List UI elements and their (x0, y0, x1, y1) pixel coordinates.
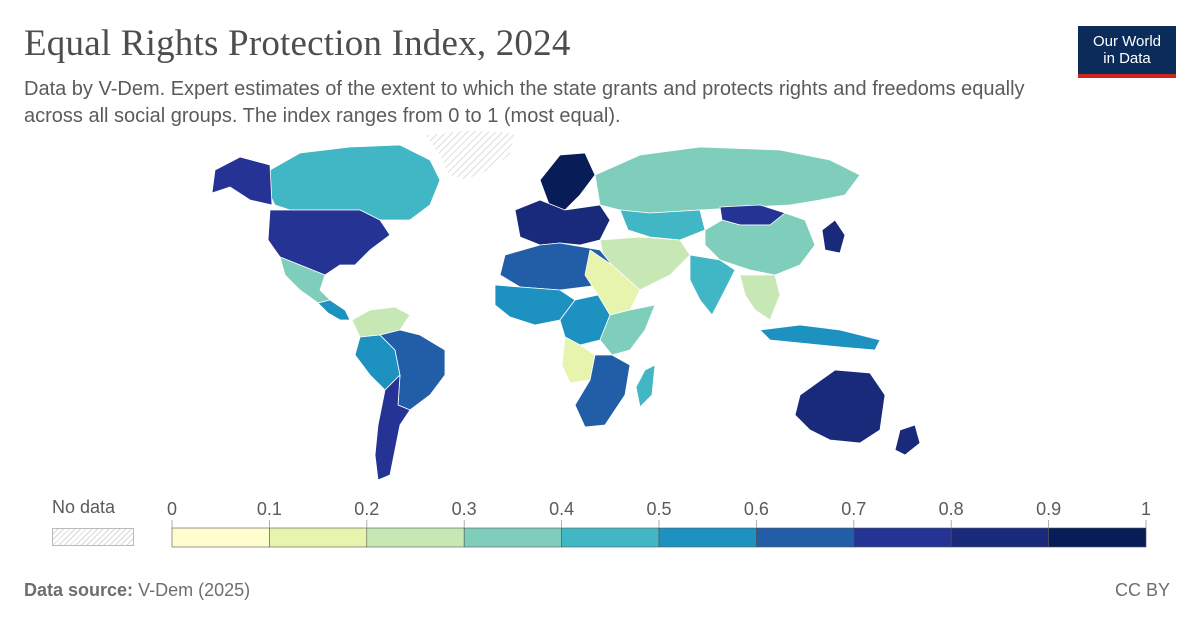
region-east-africa[interactable] (599, 304, 656, 356)
legend-bin (1048, 527, 1147, 548)
legend-bin (269, 527, 368, 548)
legend-bin (756, 527, 855, 548)
legend-bin (950, 527, 1049, 548)
region-madagascar[interactable] (635, 364, 656, 408)
legend-bin (171, 527, 270, 548)
region-new-zealand[interactable] (894, 424, 921, 456)
data-source-label: Data source: (24, 580, 134, 600)
legend-tick-label: 0.1 (257, 499, 282, 519)
page-title: Equal Rights Protection Index, 2024 (24, 23, 571, 64)
data-source: Data source: V-Dem (2025) (24, 580, 250, 601)
legend-tick-label: 0.8 (939, 499, 964, 519)
legend-bin (853, 527, 952, 548)
legend-tick-label: 0.2 (354, 499, 379, 519)
logo-line-1: Our World (1092, 33, 1162, 50)
world-map[interactable] (0, 125, 1200, 485)
owid-logo[interactable]: Our World in Data (1078, 26, 1176, 78)
region-japan[interactable] (821, 219, 846, 254)
legend-tick-label: 0.9 (1036, 499, 1061, 519)
legend-tick-label: 0.4 (549, 499, 574, 519)
region-indonesia[interactable] (759, 324, 881, 351)
region-southern-africa[interactable] (574, 354, 631, 428)
region-central-america[interactable] (317, 299, 351, 321)
legend-bin (561, 527, 660, 548)
logo-line-2: in Data (1103, 50, 1151, 67)
legend-tick-label: 0.3 (452, 499, 477, 519)
page-subtitle: Data by V-Dem. Expert estimates of the e… (24, 78, 1025, 127)
legend-tick-label: 0.6 (744, 499, 769, 519)
region-kazakhstan[interactable] (619, 209, 706, 241)
region-argentina-chile[interactable] (374, 374, 411, 481)
region-southeast-asia[interactable] (739, 274, 781, 321)
legend-tick-label: 0.7 (841, 499, 866, 519)
data-source-value[interactable]: V-Dem (2025) (138, 580, 251, 600)
legend-bin (658, 527, 757, 548)
legend-bin (366, 527, 465, 548)
region-india[interactable] (689, 254, 736, 316)
region-canada[interactable] (264, 144, 441, 221)
legend-bin (463, 527, 562, 548)
region-brazil[interactable] (379, 329, 446, 411)
region-russia[interactable] (594, 146, 861, 214)
region-scandinavia[interactable] (539, 152, 596, 211)
region-greenland[interactable] (424, 129, 516, 181)
no-data-label: No data (52, 497, 116, 517)
no-data-swatch (52, 528, 134, 546)
region-angola-congo[interactable] (561, 336, 596, 384)
license-link[interactable]: CC BY (1114, 580, 1170, 600)
region-alaska[interactable] (211, 156, 273, 206)
legend-tick-label: 0 (167, 499, 177, 519)
color-legend: 0 0.1 0.2 0.3 0.4 0.5 0.6 0.7 0.8 0.9 1 (167, 499, 1151, 548)
legend-tick-label: 1 (1141, 499, 1151, 519)
legend-tick-label: 0.5 (646, 499, 671, 519)
region-australia[interactable] (794, 369, 886, 444)
